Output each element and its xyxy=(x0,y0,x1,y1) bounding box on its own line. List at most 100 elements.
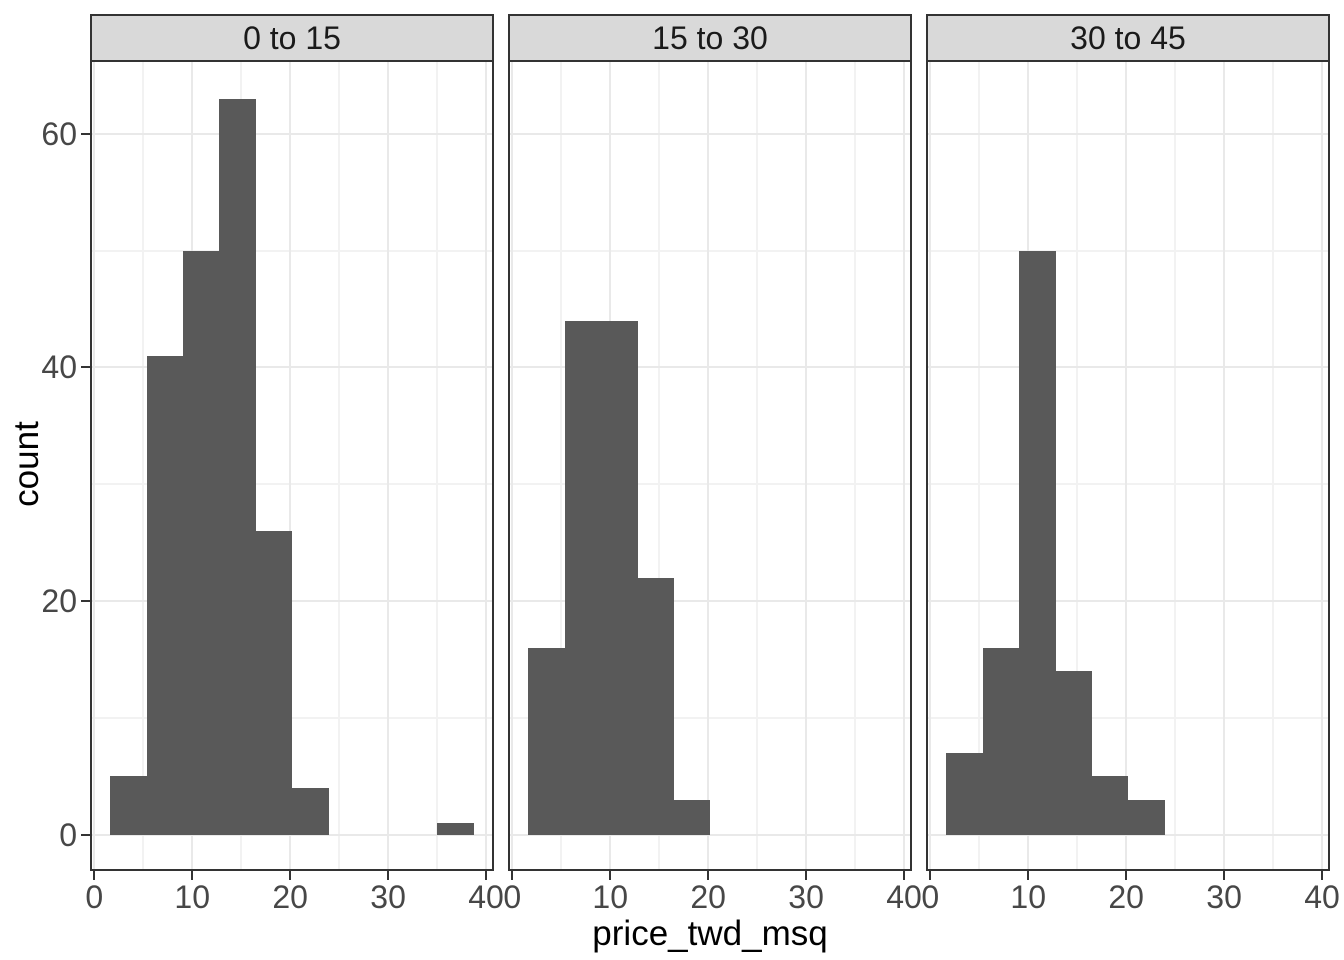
gridline-y-major xyxy=(510,833,910,836)
x-tick-label: 20 xyxy=(272,879,308,915)
histogram-bar xyxy=(292,787,329,835)
gridline-y-minor xyxy=(92,249,492,252)
gridline-x-major xyxy=(1321,62,1324,869)
x-tick-mark xyxy=(511,871,514,880)
facet-strip-label: 0 to 15 xyxy=(243,19,341,56)
gridline-x-minor xyxy=(338,62,341,869)
gridline-x-major xyxy=(485,62,488,869)
facet-strip: 15 to 30 xyxy=(508,14,912,60)
x-tick-mark xyxy=(805,871,808,880)
histogram-bar xyxy=(255,530,293,835)
gridline-x-major xyxy=(511,62,514,869)
facet-strip: 0 to 15 xyxy=(90,14,494,60)
histogram-bar xyxy=(1128,799,1165,835)
x-tick-label: 30 xyxy=(1206,879,1242,915)
facet-strip-label: 15 to 30 xyxy=(652,19,768,56)
histogram-bar xyxy=(146,355,184,835)
histogram-bar xyxy=(982,647,1020,835)
gridline-y-major xyxy=(510,132,910,135)
y-tick-mark xyxy=(81,132,90,135)
gridline-y-major xyxy=(928,833,1328,836)
facet-panel xyxy=(926,60,1330,871)
x-tick-mark xyxy=(707,871,710,880)
gridline-x-major xyxy=(1223,62,1226,869)
gridline-x-minor xyxy=(978,62,981,869)
x-tick-mark xyxy=(93,871,96,880)
gridline-y-minor xyxy=(928,483,1328,486)
gridline-x-minor xyxy=(854,62,857,869)
gridline-x-minor xyxy=(436,62,439,869)
x-tick-label: 30 xyxy=(370,879,406,915)
x-tick-label: 10 xyxy=(592,879,628,915)
gridline-x-minor xyxy=(1174,62,1177,869)
gridline-x-minor xyxy=(1272,62,1275,869)
x-tick-mark xyxy=(903,871,906,880)
y-tick-mark xyxy=(81,599,90,602)
histogram-bar xyxy=(1018,250,1056,835)
gridline-y-major xyxy=(928,599,1328,602)
x-tick-label: 0 xyxy=(921,879,940,915)
facet-panel xyxy=(508,60,912,871)
histogram-bar xyxy=(219,98,257,835)
x-axis-title: price_twd_msq xyxy=(592,914,828,953)
gridline-x-major xyxy=(93,62,96,869)
facet-panel xyxy=(90,60,494,871)
gridline-x-minor xyxy=(1076,62,1079,869)
x-tick-label: 30 xyxy=(788,879,824,915)
gridline-y-major xyxy=(92,833,492,836)
gridline-x-major xyxy=(289,62,292,869)
gridline-x-minor xyxy=(756,62,759,869)
gridline-x-major xyxy=(903,62,906,869)
x-tick-label: 0 xyxy=(85,879,104,915)
gridline-y-minor xyxy=(510,483,910,486)
histogram-bar xyxy=(528,647,566,835)
x-tick-label: 20 xyxy=(690,879,726,915)
gridline-y-major xyxy=(92,366,492,369)
histogram-bar xyxy=(110,776,148,835)
gridline-y-minor xyxy=(510,716,910,719)
gridline-x-minor xyxy=(560,62,563,869)
gridline-y-minor xyxy=(928,716,1328,719)
x-tick-label: 40 xyxy=(468,879,504,915)
y-tick-label: 60 xyxy=(41,115,77,152)
gridline-x-minor xyxy=(142,62,145,869)
histogram-bar xyxy=(1055,671,1093,835)
gridline-x-major xyxy=(805,62,808,869)
y-tick-mark xyxy=(81,366,90,369)
histogram-bar xyxy=(673,799,711,835)
gridline-y-major xyxy=(928,366,1328,369)
facet-strip-label: 30 to 45 xyxy=(1070,19,1186,56)
x-tick-mark xyxy=(1321,871,1324,880)
gridline-y-major xyxy=(510,366,910,369)
x-tick-label: 20 xyxy=(1108,879,1144,915)
y-axis-title: count xyxy=(7,421,46,507)
gridline-y-major xyxy=(92,132,492,135)
x-tick-mark xyxy=(191,871,194,880)
gridline-y-minor xyxy=(928,249,1328,252)
facet-strip: 30 to 45 xyxy=(926,14,1330,60)
gridline-x-minor xyxy=(658,62,661,869)
histogram-bar xyxy=(437,822,475,835)
x-tick-mark xyxy=(1125,871,1128,880)
x-tick-label: 10 xyxy=(1010,879,1046,915)
gridline-y-major xyxy=(928,132,1328,135)
histogram-bar xyxy=(600,320,638,835)
gridline-x-major xyxy=(707,62,710,869)
x-tick-label: 10 xyxy=(174,879,210,915)
histogram-bar xyxy=(946,752,984,835)
gridline-y-major xyxy=(510,599,910,602)
x-tick-label: 40 xyxy=(1304,879,1340,915)
gridline-x-major xyxy=(387,62,390,869)
histogram-bar xyxy=(564,320,602,835)
gridline-x-major xyxy=(1125,62,1128,869)
y-tick-label: 20 xyxy=(41,582,77,619)
x-tick-label: 40 xyxy=(886,879,922,915)
y-tick-label: 0 xyxy=(59,816,77,853)
gridline-y-minor xyxy=(92,483,492,486)
x-tick-label: 0 xyxy=(503,879,522,915)
gridline-x-major xyxy=(929,62,932,869)
x-tick-mark xyxy=(609,871,612,880)
x-tick-mark xyxy=(485,871,488,880)
histogram-bar xyxy=(1091,776,1129,835)
